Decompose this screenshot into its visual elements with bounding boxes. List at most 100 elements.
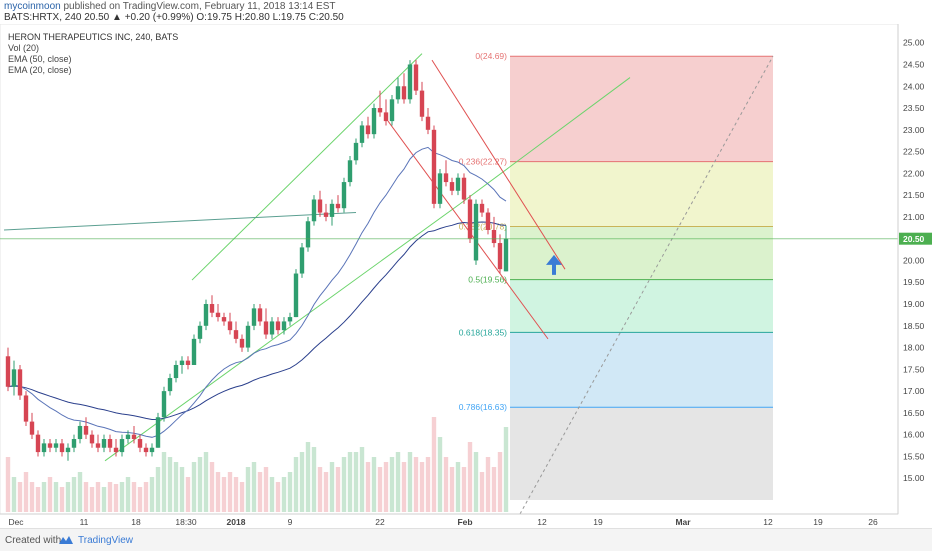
- candle-body[interactable]: [491, 229, 497, 244]
- candle-body[interactable]: [365, 125, 371, 135]
- candle-body[interactable]: [473, 203, 479, 261]
- candle-body[interactable]: [401, 86, 407, 100]
- candle-body[interactable]: [395, 86, 401, 100]
- candle-body[interactable]: [89, 434, 95, 444]
- candle-body[interactable]: [281, 321, 287, 331]
- candle-body[interactable]: [287, 317, 293, 322]
- volume-bar: [341, 457, 347, 512]
- price-axis-tick: 23.00: [903, 125, 925, 135]
- candle-body[interactable]: [443, 173, 449, 183]
- candle-body[interactable]: [377, 108, 383, 113]
- candle-body[interactable]: [359, 125, 365, 143]
- candle-body[interactable]: [113, 447, 119, 453]
- time-axis-tick: 12: [537, 517, 547, 527]
- trend-line[interactable]: [3, 212, 357, 231]
- time-axis-tick: 19: [593, 517, 603, 527]
- candle-body[interactable]: [299, 247, 305, 274]
- candle-body[interactable]: [413, 64, 419, 91]
- candle-body[interactable]: [347, 160, 353, 183]
- up-arrow-icon[interactable]: [546, 254, 562, 275]
- candle-body[interactable]: [167, 378, 173, 392]
- candle-body[interactable]: [53, 443, 59, 448]
- candle-body[interactable]: [239, 338, 245, 348]
- candle-body[interactable]: [17, 369, 23, 396]
- candle-body[interactable]: [305, 221, 311, 248]
- legend-ema50[interactable]: EMA (50, close): [8, 54, 72, 64]
- candle-body[interactable]: [461, 177, 467, 200]
- candle-body[interactable]: [275, 321, 281, 331]
- candle-body[interactable]: [149, 447, 155, 453]
- candle-body[interactable]: [425, 116, 431, 130]
- candle-body[interactable]: [137, 439, 143, 448]
- candle-body[interactable]: [23, 395, 29, 422]
- candle-body[interactable]: [185, 360, 191, 365]
- candle-body[interactable]: [119, 439, 125, 453]
- candle-body[interactable]: [143, 447, 149, 453]
- candle-body[interactable]: [455, 177, 461, 191]
- candle-body[interactable]: [179, 360, 185, 365]
- candle-body[interactable]: [419, 90, 425, 117]
- candle-body[interactable]: [311, 199, 317, 222]
- candle-body[interactable]: [83, 425, 89, 435]
- candle-body[interactable]: [317, 199, 323, 213]
- candle-body[interactable]: [59, 443, 65, 453]
- candle-body[interactable]: [65, 447, 71, 453]
- candle-body[interactable]: [41, 443, 47, 453]
- price-chart[interactable]: 0(24.69) 0.236(22.27) 0.382(20.78) 0.5(19.5…: [0, 24, 932, 528]
- candle-body[interactable]: [107, 439, 113, 448]
- candle-body[interactable]: [389, 99, 395, 122]
- candle-body[interactable]: [131, 434, 137, 440]
- candle-body[interactable]: [353, 142, 359, 161]
- candle-body[interactable]: [383, 112, 389, 122]
- candle-body[interactable]: [221, 317, 227, 322]
- legend-ema20[interactable]: EMA (20, close): [8, 65, 72, 75]
- candle-body[interactable]: [407, 64, 413, 100]
- candle-body[interactable]: [263, 321, 269, 335]
- green-projection-line[interactable]: [459, 77, 631, 205]
- candle-body[interactable]: [329, 203, 335, 217]
- candle-body[interactable]: [269, 321, 275, 335]
- candle-body[interactable]: [467, 199, 473, 239]
- candle-body[interactable]: [191, 338, 197, 365]
- candle-body[interactable]: [197, 325, 203, 339]
- candle-body[interactable]: [71, 439, 77, 448]
- candle-body[interactable]: [485, 212, 491, 230]
- candle-body[interactable]: [503, 238, 509, 272]
- candle-body[interactable]: [173, 364, 179, 379]
- candle-body[interactable]: [233, 330, 239, 339]
- author-link[interactable]: mycoinmoon: [4, 1, 61, 12]
- candle-body[interactable]: [215, 312, 221, 318]
- tradingview-brand[interactable]: TradingView: [78, 535, 134, 546]
- red-channel-upper[interactable]: [431, 59, 566, 270]
- candle-body[interactable]: [125, 434, 131, 440]
- candle-body[interactable]: [251, 308, 257, 326]
- volume-bar: [305, 442, 311, 512]
- candle-body[interactable]: [47, 443, 53, 448]
- candle-body[interactable]: [497, 243, 503, 270]
- candle-body[interactable]: [35, 434, 41, 453]
- candle-body[interactable]: [11, 369, 17, 387]
- candle-body[interactable]: [431, 129, 437, 204]
- candle-body[interactable]: [95, 443, 101, 448]
- candle-body[interactable]: [245, 325, 251, 348]
- candle-body[interactable]: [479, 203, 485, 213]
- legend-volume[interactable]: Vol (20): [8, 43, 40, 53]
- candle-body[interactable]: [77, 425, 83, 440]
- candle-body[interactable]: [203, 304, 209, 326]
- candle-body[interactable]: [335, 203, 341, 209]
- candle-body[interactable]: [449, 182, 455, 191]
- candle-body[interactable]: [437, 173, 443, 204]
- candle-body[interactable]: [5, 356, 11, 387]
- candle-body[interactable]: [101, 439, 107, 448]
- candle-body[interactable]: [227, 321, 233, 331]
- candle-body[interactable]: [257, 308, 263, 322]
- green-channel-upper[interactable]: [191, 53, 423, 281]
- candle-body[interactable]: [293, 273, 299, 318]
- candle-body[interactable]: [371, 108, 377, 135]
- candle-body[interactable]: [323, 212, 329, 217]
- candle-body[interactable]: [341, 182, 347, 209]
- candle-body[interactable]: [29, 421, 35, 435]
- candle-body[interactable]: [161, 391, 167, 418]
- candle-body[interactable]: [155, 417, 161, 448]
- candle-body[interactable]: [209, 304, 215, 313]
